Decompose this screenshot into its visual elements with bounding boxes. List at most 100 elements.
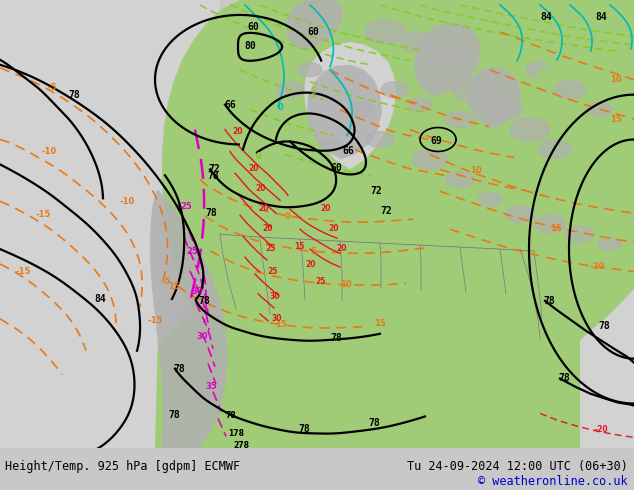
Polygon shape — [539, 141, 571, 158]
Polygon shape — [414, 23, 481, 96]
Polygon shape — [307, 65, 382, 159]
Text: 10: 10 — [340, 280, 352, 289]
Text: -5: -5 — [48, 83, 58, 92]
Polygon shape — [558, 8, 602, 32]
Polygon shape — [505, 206, 535, 222]
Polygon shape — [304, 42, 396, 170]
Text: -5: -5 — [162, 277, 172, 286]
Text: 78: 78 — [198, 296, 210, 306]
Text: 78: 78 — [207, 172, 219, 181]
Text: 84: 84 — [595, 12, 607, 22]
Text: 78: 78 — [68, 90, 80, 99]
Text: 10: 10 — [470, 167, 482, 175]
Text: 30: 30 — [270, 292, 280, 301]
Text: 78: 78 — [558, 372, 570, 383]
Text: 20: 20 — [258, 204, 269, 213]
Text: 15: 15 — [294, 242, 304, 251]
Text: -10: -10 — [42, 147, 57, 156]
Text: 25: 25 — [315, 277, 325, 286]
Text: Height/Temp. 925 hPa [gdpm] ECMWF: Height/Temp. 925 hPa [gdpm] ECMWF — [5, 460, 240, 473]
Text: 78: 78 — [330, 333, 342, 343]
Text: 20: 20 — [320, 204, 330, 213]
Text: -15: -15 — [148, 316, 164, 325]
Text: 25: 25 — [265, 244, 275, 253]
Text: 20: 20 — [255, 184, 266, 193]
Text: 84: 84 — [94, 294, 106, 304]
Text: 30: 30 — [196, 332, 207, 341]
Text: 0: 0 — [256, 152, 262, 161]
Polygon shape — [432, 44, 468, 66]
Polygon shape — [155, 0, 634, 448]
Text: -15: -15 — [15, 267, 30, 276]
Text: 84: 84 — [540, 12, 552, 22]
Polygon shape — [298, 63, 322, 77]
Polygon shape — [544, 51, 576, 69]
Text: 72: 72 — [208, 164, 220, 174]
Text: 20: 20 — [328, 224, 339, 233]
Text: 80: 80 — [244, 41, 256, 51]
Polygon shape — [467, 68, 521, 129]
Polygon shape — [276, 82, 304, 98]
Text: 0: 0 — [285, 212, 291, 221]
Polygon shape — [365, 20, 405, 44]
Polygon shape — [381, 82, 409, 98]
Text: 72: 72 — [370, 186, 382, 196]
Text: 78: 78 — [205, 208, 217, 218]
Polygon shape — [320, 139, 340, 150]
Text: 20: 20 — [232, 126, 242, 136]
Polygon shape — [580, 289, 634, 448]
Polygon shape — [412, 149, 448, 170]
Polygon shape — [445, 112, 475, 127]
Text: 20: 20 — [248, 164, 259, 173]
Text: 20: 20 — [262, 224, 273, 233]
Polygon shape — [453, 77, 497, 102]
Text: 78: 78 — [543, 296, 555, 306]
Text: © weatheronline.co.uk: © weatheronline.co.uk — [478, 475, 628, 488]
Text: 72: 72 — [380, 206, 392, 216]
Text: -15: -15 — [35, 210, 50, 219]
Text: 66: 66 — [224, 99, 236, 110]
Text: 60: 60 — [247, 22, 259, 32]
Polygon shape — [446, 172, 474, 187]
Text: 5: 5 — [310, 247, 316, 256]
Polygon shape — [538, 68, 562, 82]
Text: 15: 15 — [610, 115, 622, 123]
Text: 25: 25 — [180, 202, 191, 211]
Text: 15: 15 — [374, 319, 385, 328]
Text: 15: 15 — [168, 282, 180, 291]
Text: -20: -20 — [590, 262, 605, 271]
Text: 30: 30 — [272, 314, 283, 323]
Text: Tu 24-09-2024 12:00 UTC (06+30): Tu 24-09-2024 12:00 UTC (06+30) — [407, 460, 628, 473]
Polygon shape — [566, 226, 594, 242]
Text: 78: 78 — [368, 418, 380, 428]
Text: 10: 10 — [610, 74, 621, 84]
Text: 78: 78 — [173, 364, 184, 374]
Text: 35: 35 — [205, 382, 217, 391]
Polygon shape — [366, 131, 394, 147]
Text: 66: 66 — [342, 147, 354, 156]
Polygon shape — [348, 102, 372, 117]
Text: 15: 15 — [550, 224, 562, 233]
Polygon shape — [400, 32, 430, 52]
Text: 178: 178 — [228, 429, 244, 439]
Polygon shape — [537, 20, 573, 40]
Text: 78: 78 — [226, 412, 236, 420]
Polygon shape — [478, 192, 502, 206]
Polygon shape — [0, 0, 220, 448]
Polygon shape — [510, 118, 550, 142]
Text: 20: 20 — [336, 244, 347, 253]
Text: 78: 78 — [598, 321, 610, 331]
Polygon shape — [588, 102, 612, 117]
Polygon shape — [554, 81, 586, 98]
Text: 78: 78 — [298, 424, 310, 435]
Text: 20: 20 — [305, 260, 316, 269]
Text: 15: 15 — [275, 320, 287, 329]
Text: 25: 25 — [186, 247, 198, 256]
Polygon shape — [598, 238, 622, 250]
Polygon shape — [563, 43, 587, 57]
Text: 5: 5 — [310, 87, 316, 96]
Polygon shape — [408, 98, 432, 112]
Polygon shape — [487, 99, 523, 120]
Text: -20: -20 — [595, 425, 609, 435]
Polygon shape — [534, 215, 566, 233]
